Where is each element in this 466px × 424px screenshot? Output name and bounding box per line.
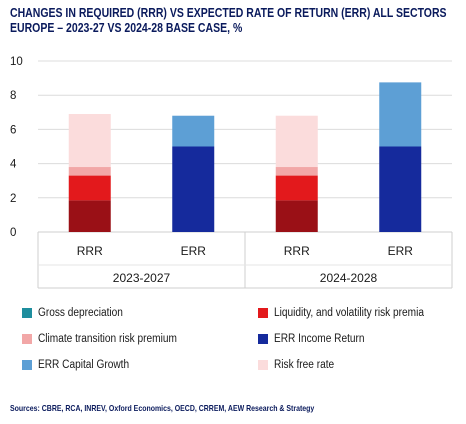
legend-swatch-risk-free-rate (258, 360, 268, 370)
bar-0-liquidity-and-volatility-risk-premia (68, 175, 111, 201)
bar-2-gross-depreciation (275, 200, 318, 232)
bar-2-risk-free-rate (275, 115, 318, 168)
legend-label-err-income-return: ERR Income Return (274, 333, 365, 345)
chart-legend: Gross depreciation Liquidity, and volati… (0, 300, 466, 390)
legend-swatch-climate-transition (22, 334, 32, 344)
legend-item-err-capital-growth: ERR Capital Growth (22, 359, 142, 371)
legend-swatch-err-income-return (258, 334, 268, 344)
legend-item-gross-depreciation: Gross depreciation (22, 307, 135, 319)
y-tick-label-10: 10 (10, 56, 23, 68)
group-label-1: 2024-2028 (320, 271, 378, 285)
y-tick-label-6: 6 (10, 124, 16, 136)
legend-item-liquidity-volatility: Liquidity, and volatility risk premia (258, 307, 444, 319)
source-note: Sources: CBRE, RCA, INREV, Oxford Econom… (10, 403, 315, 413)
bar-1-err-income-return (172, 146, 215, 232)
y-tick-label-0: 0 (10, 227, 16, 239)
y-tick-label-2: 2 (10, 193, 16, 205)
bar-0-risk-free-rate (68, 114, 111, 168)
legend-label-risk-free-rate: Risk free rate (274, 359, 335, 371)
bar-2-liquidity-and-volatility-risk-premia (275, 175, 318, 201)
x-tick-label-0: RRR (77, 244, 103, 258)
chart-title-line-2: EUROPE – 2023-27 VS 2024-28 BASE CASE, % (10, 21, 243, 35)
chart-title-line-1: CHANGES IN REQUIRED (RRR) VS EXPECTED RA… (10, 6, 447, 20)
bar-3-err-income-return (379, 146, 422, 232)
legend-swatch-err-capital-growth (22, 360, 32, 370)
group-label-0: 2023-2027 (113, 271, 171, 285)
bar-2-climate-transition-risk-premium (275, 167, 318, 176)
stacked-bar-chart: 0 2 4 6 8 10 RRR ERR RRR ERR 2023-2027 2024-2028 (10, 56, 453, 289)
legend-label-liquidity-volatility: Liquidity, and volatility risk premia (274, 307, 424, 319)
legend-item-climate-transition: Climate transition risk premium (22, 333, 196, 345)
bar-3-err-capital-growth (379, 82, 422, 147)
x-tick-label-2: RRR (284, 244, 310, 258)
legend-label-err-capital-growth: ERR Capital Growth (38, 359, 130, 371)
x-tick-label-3: ERR (388, 244, 414, 258)
bar-1-err-capital-growth (172, 115, 215, 147)
legend-item-err-income-return: ERR Income Return (258, 333, 377, 345)
bar-0-climate-transition-risk-premium (68, 167, 111, 176)
y-tick-label-8: 8 (10, 90, 16, 102)
x-tick-label-1: ERR (181, 244, 207, 258)
legend-label-climate-transition: Climate transition risk premium (38, 333, 177, 345)
legend-swatch-liquidity-volatility (258, 308, 268, 318)
legend-item-risk-free-rate: Risk free rate (258, 359, 342, 371)
chart-title: CHANGES IN REQUIRED (RRR) VS EXPECTED RA… (10, 6, 447, 36)
legend-label-gross-depreciation: Gross depreciation (38, 307, 123, 319)
y-tick-label-4: 4 (10, 159, 17, 171)
legend-swatch-gross-depreciation (22, 308, 32, 318)
bar-0-gross-depreciation (68, 200, 111, 232)
